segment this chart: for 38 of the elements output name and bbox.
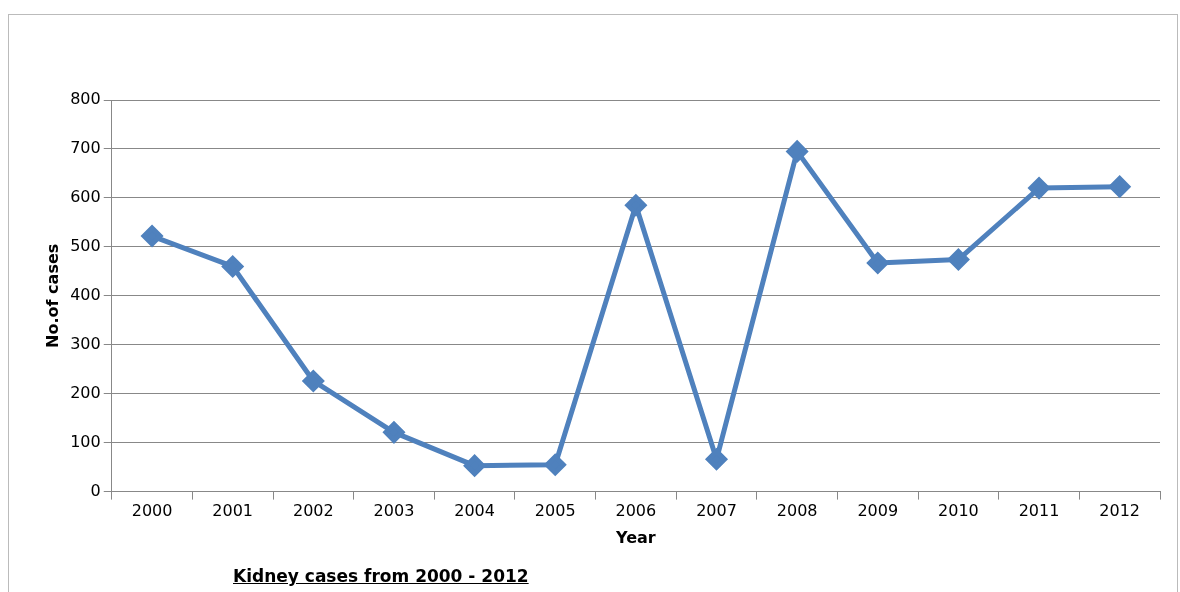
y-tick-label: 800 (70, 89, 101, 109)
x-tick-label: 2010 (938, 501, 979, 521)
y-tick-label: 400 (70, 284, 101, 304)
x-tick-label: 2012 (1099, 501, 1141, 521)
point (1109, 176, 1131, 198)
point (867, 252, 889, 274)
point (383, 421, 405, 443)
x-tick-label: 2011 (1018, 501, 1060, 521)
point (625, 194, 647, 216)
x-axis-title: Year (615, 527, 656, 547)
point (1028, 177, 1050, 199)
point (464, 455, 486, 477)
point (302, 370, 324, 392)
x-tick-label: 2005 (534, 501, 576, 521)
y-tick-label: 0 (90, 480, 101, 500)
x-tick-label: 2008 (776, 501, 818, 521)
point (222, 255, 244, 277)
point (141, 225, 163, 247)
x-tick-label: 2003 (373, 501, 415, 521)
point (706, 448, 728, 470)
x-tick-label: 2009 (857, 501, 899, 521)
x-tick-label: 2004 (454, 501, 495, 521)
point (947, 249, 969, 271)
y-tick-label: 300 (70, 333, 101, 353)
y-axis-title: No.of cases (42, 243, 62, 348)
x-tick-label: 2007 (696, 501, 737, 521)
y-tick-label: 100 (70, 431, 101, 451)
x-tick-label: 2000 (131, 501, 173, 521)
point (786, 140, 808, 162)
x-tick-label: 2006 (615, 501, 657, 521)
x-tick-label: 2001 (212, 501, 254, 521)
text: Kidney cases from 2000 - 2012 (233, 566, 529, 586)
y-tick-label: 200 (70, 382, 101, 402)
y-tick-label: 500 (70, 236, 101, 256)
x-tick-label: 2002 (292, 501, 334, 521)
point (544, 454, 566, 476)
y-tick-label: 700 (70, 138, 101, 158)
y-tick-label: 600 (70, 187, 101, 207)
